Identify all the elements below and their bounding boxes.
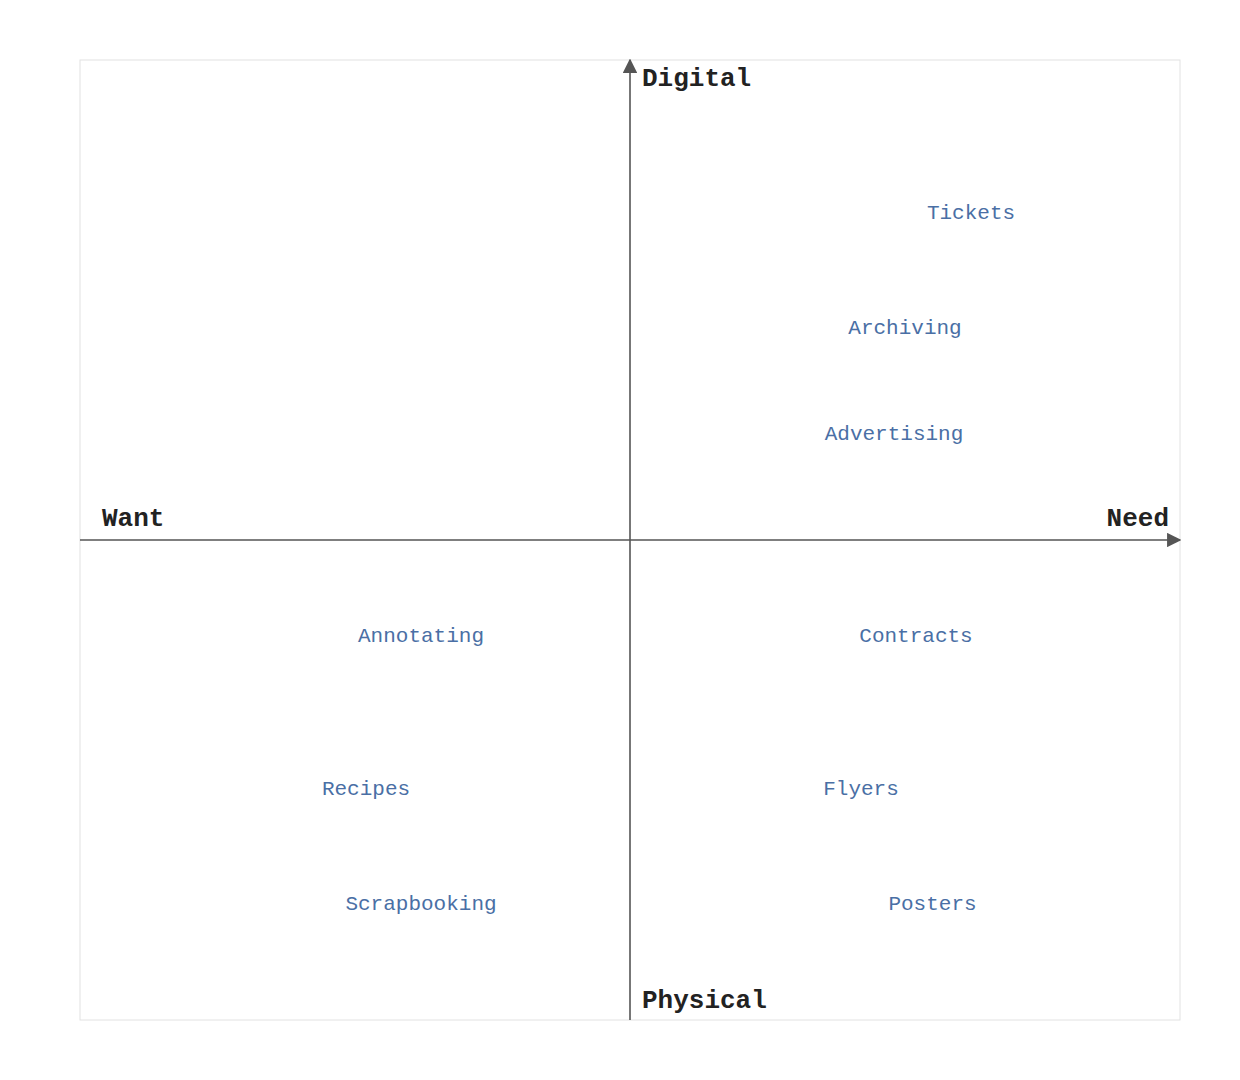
item-label: Recipes bbox=[322, 778, 410, 801]
chart: Want Need Digital Physical Tickets Archiving A… bbox=[0, 0, 1240, 1080]
item-label: Contracts bbox=[859, 625, 972, 648]
item-label: Scrapbooking bbox=[345, 893, 496, 916]
axis-end-label: Want bbox=[102, 504, 164, 534]
item-label: Advertising bbox=[825, 423, 964, 446]
item-label: Flyers bbox=[823, 778, 899, 801]
plot-frame bbox=[80, 60, 1180, 1020]
item-label: Tickets bbox=[927, 202, 1015, 225]
axis-end-label: Need bbox=[1107, 504, 1169, 534]
item-label: Archiving bbox=[848, 317, 961, 340]
y-axis-arrow bbox=[629, 60, 631, 1020]
items: Tickets Archiving Advertising Contracts Flye… bbox=[322, 202, 1015, 916]
item-label: Annotating bbox=[358, 625, 484, 648]
axis-end-label: Digital bbox=[642, 64, 751, 94]
axis-end-label: Physical bbox=[642, 986, 767, 1016]
item-label: Posters bbox=[888, 893, 976, 916]
